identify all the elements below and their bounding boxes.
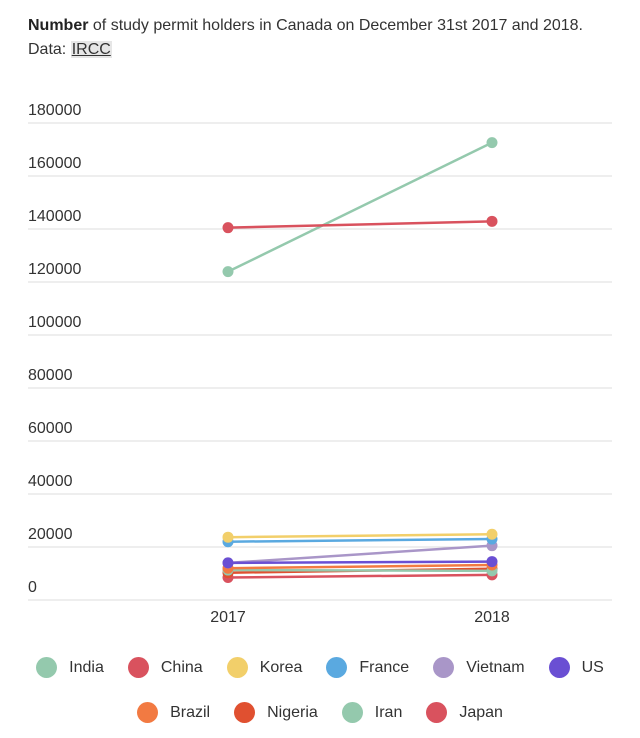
legend-swatch-iran [341, 702, 363, 723]
legend-item-japan[interactable]: Japan [426, 702, 503, 723]
legend-swatch-vietnam [433, 657, 455, 678]
legend-swatch-india [36, 657, 58, 678]
legend-item-france[interactable]: France [326, 657, 409, 678]
y-tick-label-140000: 140000 [28, 208, 81, 225]
x-tick-label-2017: 2017 [210, 609, 246, 626]
legend-label-japan: Japan [459, 703, 503, 721]
legend-item-korea[interactable]: Korea [226, 657, 303, 678]
y-tick-label-60000: 60000 [28, 420, 73, 437]
x-tick-label-2018: 2018 [474, 609, 510, 626]
series-line-india [227, 141, 493, 273]
y-tick-label-40000: 40000 [28, 473, 73, 490]
legend-label-france: France [359, 658, 410, 676]
slope-chart: 0 20000 40000 60000 80000 100000 120000 140000 1… [28, 102, 612, 626]
legend-swatch-us [548, 657, 570, 678]
y-tick-label-20000: 20000 [28, 526, 73, 543]
legend-label-nigeria: Nigeria [267, 703, 318, 721]
data-point-india-2018 [486, 137, 498, 149]
legend-label-china: China [160, 658, 203, 676]
legend-item-nigeria[interactable]: Nigeria [234, 702, 318, 723]
chart-header: Number of study permit holders in Canada… [28, 14, 628, 62]
legend-swatch-brazil [137, 702, 159, 723]
legend-label-korea: Korea [259, 658, 303, 676]
legend-label-india: India [69, 658, 104, 676]
title-text: of study permit holders in Canada on Dec… [88, 17, 583, 34]
legend-item-brazil[interactable]: Brazil [137, 702, 210, 723]
legend-item-india[interactable]: India [36, 657, 104, 678]
legend-row-2: Brazil Nigeria Iran Japan [0, 702, 640, 723]
legend-label-iran: Iran [374, 703, 403, 721]
legend-swatch-nigeria [234, 702, 256, 723]
series-line-korea [227, 533, 493, 539]
series-line-france [227, 537, 493, 543]
legend-swatch-china [127, 657, 149, 678]
legend-swatch-france [326, 657, 348, 678]
series-line-brazil [227, 563, 493, 570]
chart-title: Number of study permit holders in Canada… [28, 14, 628, 38]
legend-item-vietnam[interactable]: Vietnam [433, 657, 525, 678]
data-point-us-2017 [222, 557, 234, 569]
y-tick-label-180000: 180000 [28, 102, 81, 119]
legend-label-brazil: Brazil [170, 703, 211, 721]
data-point-china-2017 [222, 222, 234, 234]
y-tick-label-100000: 100000 [28, 314, 81, 331]
data-point-korea-2018 [486, 528, 498, 540]
legend-swatch-korea [226, 657, 248, 678]
data-source-link[interactable]: IRCC [70, 41, 112, 58]
legend-item-china[interactable]: China [127, 657, 203, 678]
data-point-korea-2017 [222, 531, 234, 543]
legend-item-us[interactable]: US [548, 657, 604, 678]
legend-item-iran[interactable]: Iran [341, 702, 403, 723]
data-point-china-2018 [486, 215, 498, 227]
series-line-china [227, 220, 493, 229]
legend-label-us: US [581, 658, 604, 676]
series-line-vietnam [227, 544, 493, 565]
data-source-prefix: Data: [28, 41, 71, 58]
y-tick-label-160000: 160000 [28, 155, 81, 172]
title-bold-word: Number [28, 17, 89, 34]
y-tick-label-0: 0 [28, 579, 37, 596]
y-tick-label-120000: 120000 [28, 261, 81, 278]
data-source-line: Data: IRCC [28, 38, 628, 62]
series-line-us [227, 560, 493, 565]
y-tick-label-80000: 80000 [28, 367, 73, 384]
legend-label-vietnam: Vietnam [466, 658, 525, 676]
data-point-us-2018 [486, 556, 498, 568]
legend-row-1: India China Korea France Vietnam US [0, 657, 640, 678]
legend-swatch-japan [426, 702, 448, 723]
series-line-japan [227, 573, 493, 579]
series-line-iran [227, 568, 493, 573]
data-point-india-2017 [222, 266, 234, 278]
